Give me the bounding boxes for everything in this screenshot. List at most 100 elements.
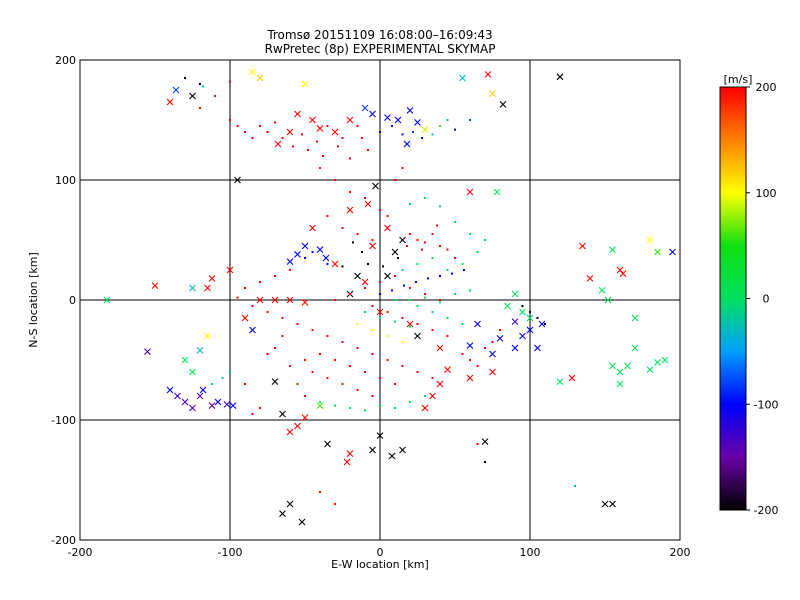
data-point-x (406, 320, 414, 328)
data-point-x (301, 80, 309, 88)
data-point-dot (361, 251, 363, 253)
data-point-dot (341, 341, 344, 343)
data-point-dot (461, 323, 464, 325)
data-point-x (322, 254, 330, 262)
data-point-x (568, 374, 576, 382)
data-point-dot (259, 407, 261, 409)
data-point-x (489, 350, 496, 358)
data-point-dot (382, 265, 384, 268)
data-point-x (249, 326, 256, 334)
data-point-x (586, 275, 594, 282)
data-point-dot (446, 119, 449, 121)
data-point-x (534, 344, 541, 352)
data-point-dot (334, 503, 336, 505)
data-point-x (214, 398, 222, 406)
data-point-dot (296, 383, 299, 385)
data-point-dot (281, 317, 284, 319)
data-point-x (274, 140, 282, 148)
data-point-dot (476, 443, 479, 445)
data-point-dot (319, 353, 321, 355)
data-point-x (298, 518, 306, 526)
data-point-dot (401, 167, 404, 169)
data-point-x (181, 356, 189, 364)
data-point-dot (251, 413, 254, 415)
data-point-x (204, 284, 211, 292)
y-tick-label: 0 (69, 294, 76, 307)
data-point-x (519, 332, 526, 340)
data-point-x (181, 398, 189, 406)
colorbar-tick-label: 100 (756, 187, 777, 200)
data-points (103, 68, 676, 526)
data-point-x (556, 73, 564, 81)
data-point-x (493, 188, 501, 196)
data-point-dot (349, 407, 351, 409)
data-point-dot (289, 365, 291, 367)
data-point-x (174, 392, 181, 400)
data-point-x (189, 404, 196, 412)
data-point-dot (461, 263, 464, 265)
data-point-x (369, 110, 376, 118)
data-point-dot (352, 241, 354, 244)
data-point-x (631, 344, 639, 352)
data-point-dot (322, 155, 324, 157)
data-point-dot (367, 149, 369, 151)
data-point-x (399, 446, 406, 454)
data-point-x (598, 287, 606, 294)
data-point-dot (391, 289, 393, 292)
data-point-dot (484, 347, 486, 349)
data-point-x (384, 114, 391, 121)
plot-frame (79, 59, 681, 541)
data-point-dot (356, 389, 359, 391)
data-point-dot (251, 305, 254, 307)
data-point-dot (326, 335, 329, 337)
data-point-x (271, 296, 279, 304)
data-point-dot (412, 131, 414, 133)
data-point-x (204, 332, 211, 340)
data-point-dot (229, 119, 231, 121)
data-point-dot (356, 347, 359, 349)
data-point-dot (424, 395, 426, 397)
data-point-x (256, 296, 264, 304)
data-point-dot (244, 287, 246, 289)
data-point-x (384, 272, 391, 280)
data-point-dot (424, 293, 426, 295)
data-point-x (466, 342, 474, 349)
data-point-x (511, 290, 519, 298)
data-point-dot (469, 289, 471, 292)
data-point-x (489, 368, 496, 376)
data-point-dot (349, 365, 351, 367)
data-point-dot (409, 299, 411, 301)
data-point-dot (446, 317, 449, 319)
data-point-dot (251, 137, 254, 139)
data-point-dot (266, 311, 269, 313)
data-point-dot (391, 125, 393, 127)
chart-title: Tromsø 20151109 16:08:00–16:09:43 (266, 28, 492, 42)
data-point-dot (431, 311, 434, 313)
data-point-dot (499, 329, 501, 331)
data-point-x (189, 92, 196, 100)
data-point-x (474, 320, 481, 328)
data-point-x (399, 236, 406, 244)
data-point-dot (379, 281, 381, 283)
data-point-dot (364, 197, 366, 199)
data-point-dot (536, 317, 539, 319)
data-point-x (556, 378, 564, 385)
data-point-dot (454, 221, 456, 223)
data-point-dot (451, 272, 453, 275)
data-point-dot (409, 233, 411, 235)
data-point-dot (439, 301, 441, 304)
data-point-dot (311, 329, 314, 331)
data-point-x (361, 104, 369, 112)
data-point-dot (274, 347, 276, 349)
data-point-dot (274, 121, 276, 124)
data-point-dot (379, 377, 381, 379)
data-point-dot (349, 191, 351, 193)
data-point-x (414, 119, 421, 126)
data-point-x (414, 332, 421, 340)
data-point-dot (229, 371, 231, 373)
data-point-dot (364, 287, 366, 289)
data-point-x (286, 428, 294, 436)
data-point-dot (364, 371, 366, 373)
data-point-dot (401, 341, 404, 343)
data-point-dot (274, 275, 276, 277)
